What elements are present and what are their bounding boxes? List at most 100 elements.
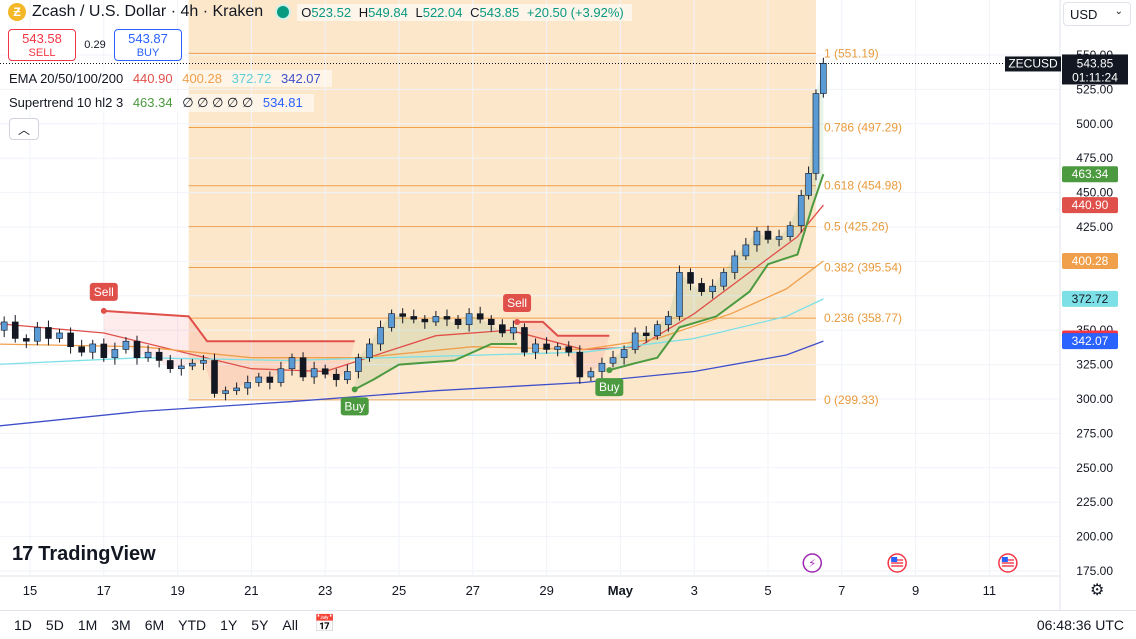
candle-body — [805, 173, 812, 196]
range-5d[interactable]: 5D — [45, 617, 64, 633]
ema200-value: 342.07 — [281, 71, 321, 86]
supertrend-na-values: ∅ ∅ ∅ ∅ ∅ — [182, 95, 254, 110]
candle-body — [366, 343, 373, 359]
range-6m[interactable]: 6M — [144, 617, 165, 633]
candle-body — [576, 351, 584, 378]
buy-button[interactable]: 543.87 BUY — [114, 29, 182, 61]
ohlc-low-value: 522.04 — [422, 4, 463, 20]
candle-body — [510, 327, 517, 334]
candle-body — [410, 316, 418, 320]
bar-countdown-label: 01:11:24 — [1072, 70, 1118, 84]
candle-body — [23, 338, 30, 342]
ema50-line — [0, 260, 824, 359]
price-badge — [1062, 333, 1118, 350]
candle-body — [665, 316, 672, 325]
candle-body — [122, 340, 130, 350]
supertrend-down-line — [103, 309, 355, 343]
fib-level-label: 0.382 (395.54) — [824, 261, 902, 275]
candle-body — [299, 357, 307, 378]
candle-body — [432, 316, 440, 323]
candle-body — [321, 368, 329, 375]
candle-body — [565, 346, 573, 353]
buy-label: BUY — [136, 47, 160, 59]
signal-dot — [100, 307, 107, 314]
candle-body — [753, 230, 761, 246]
candle-body — [89, 343, 97, 353]
bottom-toolbar: 1D 5D 1M 3M 6M YTD 1Y 5Y All 📅 06:48:36 … — [0, 610, 1136, 639]
candle-body — [443, 316, 451, 320]
candle-body — [653, 324, 661, 337]
candle-body — [277, 368, 285, 383]
supertrend-fill — [609, 63, 824, 371]
range-1d[interactable]: 1D — [14, 617, 32, 633]
supertrend-fill — [517, 321, 610, 377]
sell-button[interactable]: 543.58 SELL — [8, 29, 76, 61]
candle-body — [355, 357, 362, 372]
sell-label: SELL — [28, 47, 56, 59]
price-badge-label: 342.07 — [1072, 334, 1109, 348]
supertrend-legend[interactable]: Supertrend 10 hl2 3 463.34 ∅ ∅ ∅ ∅ ∅ 534… — [4, 94, 314, 112]
range-ytd[interactable]: YTD — [178, 617, 207, 633]
chevron-up-icon: ︿ — [17, 122, 30, 137]
ema50-value: 400.28 — [182, 71, 222, 86]
candle-body — [709, 285, 716, 292]
price-tick-label: 500.00 — [1076, 117, 1113, 131]
candle-body — [266, 376, 274, 383]
signal-dot — [514, 318, 521, 325]
candle-body — [189, 362, 196, 367]
lightning-icon — [802, 553, 823, 573]
price-badge — [1062, 290, 1118, 307]
candle-body — [598, 362, 606, 372]
calendar-goto-icon[interactable]: 📅 — [314, 614, 336, 633]
price-badge-label: 440.90 — [1072, 198, 1109, 212]
collapse-legend-button[interactable]: ︿ — [9, 118, 39, 140]
candle-body — [56, 332, 63, 339]
sell-price: 543.58 — [22, 31, 62, 46]
symbol-title[interactable]: Zcash / U.S. Dollar · 4h · Kraken — [32, 3, 264, 20]
candle-body — [332, 373, 340, 381]
chevron-down-icon: ⌄ — [1114, 6, 1123, 17]
range-all[interactable]: All — [282, 617, 298, 633]
sell-signal-badge — [503, 293, 532, 312]
range-1m[interactable]: 1M — [77, 617, 98, 633]
candle-body — [676, 272, 683, 317]
time-tick-label: 3 — [691, 583, 698, 598]
ema-legend-label: EMA 20/50/100/200 — [9, 71, 124, 86]
range-1y[interactable]: 1Y — [220, 617, 238, 633]
supertrend-up-line — [354, 343, 518, 391]
supertrend-down-line — [517, 320, 610, 337]
ema100-line — [0, 298, 824, 365]
range-3m[interactable]: 3M — [111, 617, 131, 633]
price-chart[interactable]: 1 (551.19) 0.786 (497.29) 0.618 (454.98) 0.… — [0, 0, 1136, 610]
signal-label: Sell — [507, 296, 527, 310]
currency-select[interactable]: USD ⌄ — [1063, 2, 1131, 26]
range-5y[interactable]: 5Y — [251, 617, 269, 633]
candle-body — [465, 313, 473, 325]
time-tick-label: 11 — [983, 583, 997, 598]
candle-body — [720, 272, 728, 287]
candle-body — [742, 244, 750, 257]
ohlc-low-key: L — [415, 4, 423, 20]
ohlc-change: +20.50 (+3.92%) — [526, 4, 624, 20]
symbol-tag-label: ZECUSD — [1008, 56, 1058, 70]
tradingview-logo[interactable]: 17 TradingView — [12, 543, 156, 566]
candle-body — [698, 283, 705, 292]
candle-body — [764, 230, 772, 240]
price-badge — [1062, 197, 1118, 214]
gear-icon[interactable]: ⚙ — [1090, 582, 1105, 599]
ohlc-high-key: H — [358, 4, 369, 20]
candle-body — [211, 360, 218, 394]
ema-legend[interactable]: EMA 20/50/100/200 440.90 400.28 372.72 3… — [4, 70, 332, 87]
price-badge-label: 400.28 — [1072, 254, 1109, 268]
price-tick-label: 325.00 — [1076, 358, 1113, 372]
candle-body — [310, 368, 318, 378]
candle-body — [521, 327, 528, 353]
time-tick-label: 17 — [97, 583, 111, 598]
time-tick-label: 9 — [912, 583, 919, 598]
candle-body — [222, 390, 229, 394]
clock-readout[interactable]: 06:48:36 UTC — [1036, 617, 1124, 633]
ohlc-close-key: C — [470, 4, 480, 20]
ema20-line — [0, 204, 824, 373]
zcash-coin-icon: Ƶ — [8, 3, 26, 21]
candle-body — [642, 332, 650, 337]
